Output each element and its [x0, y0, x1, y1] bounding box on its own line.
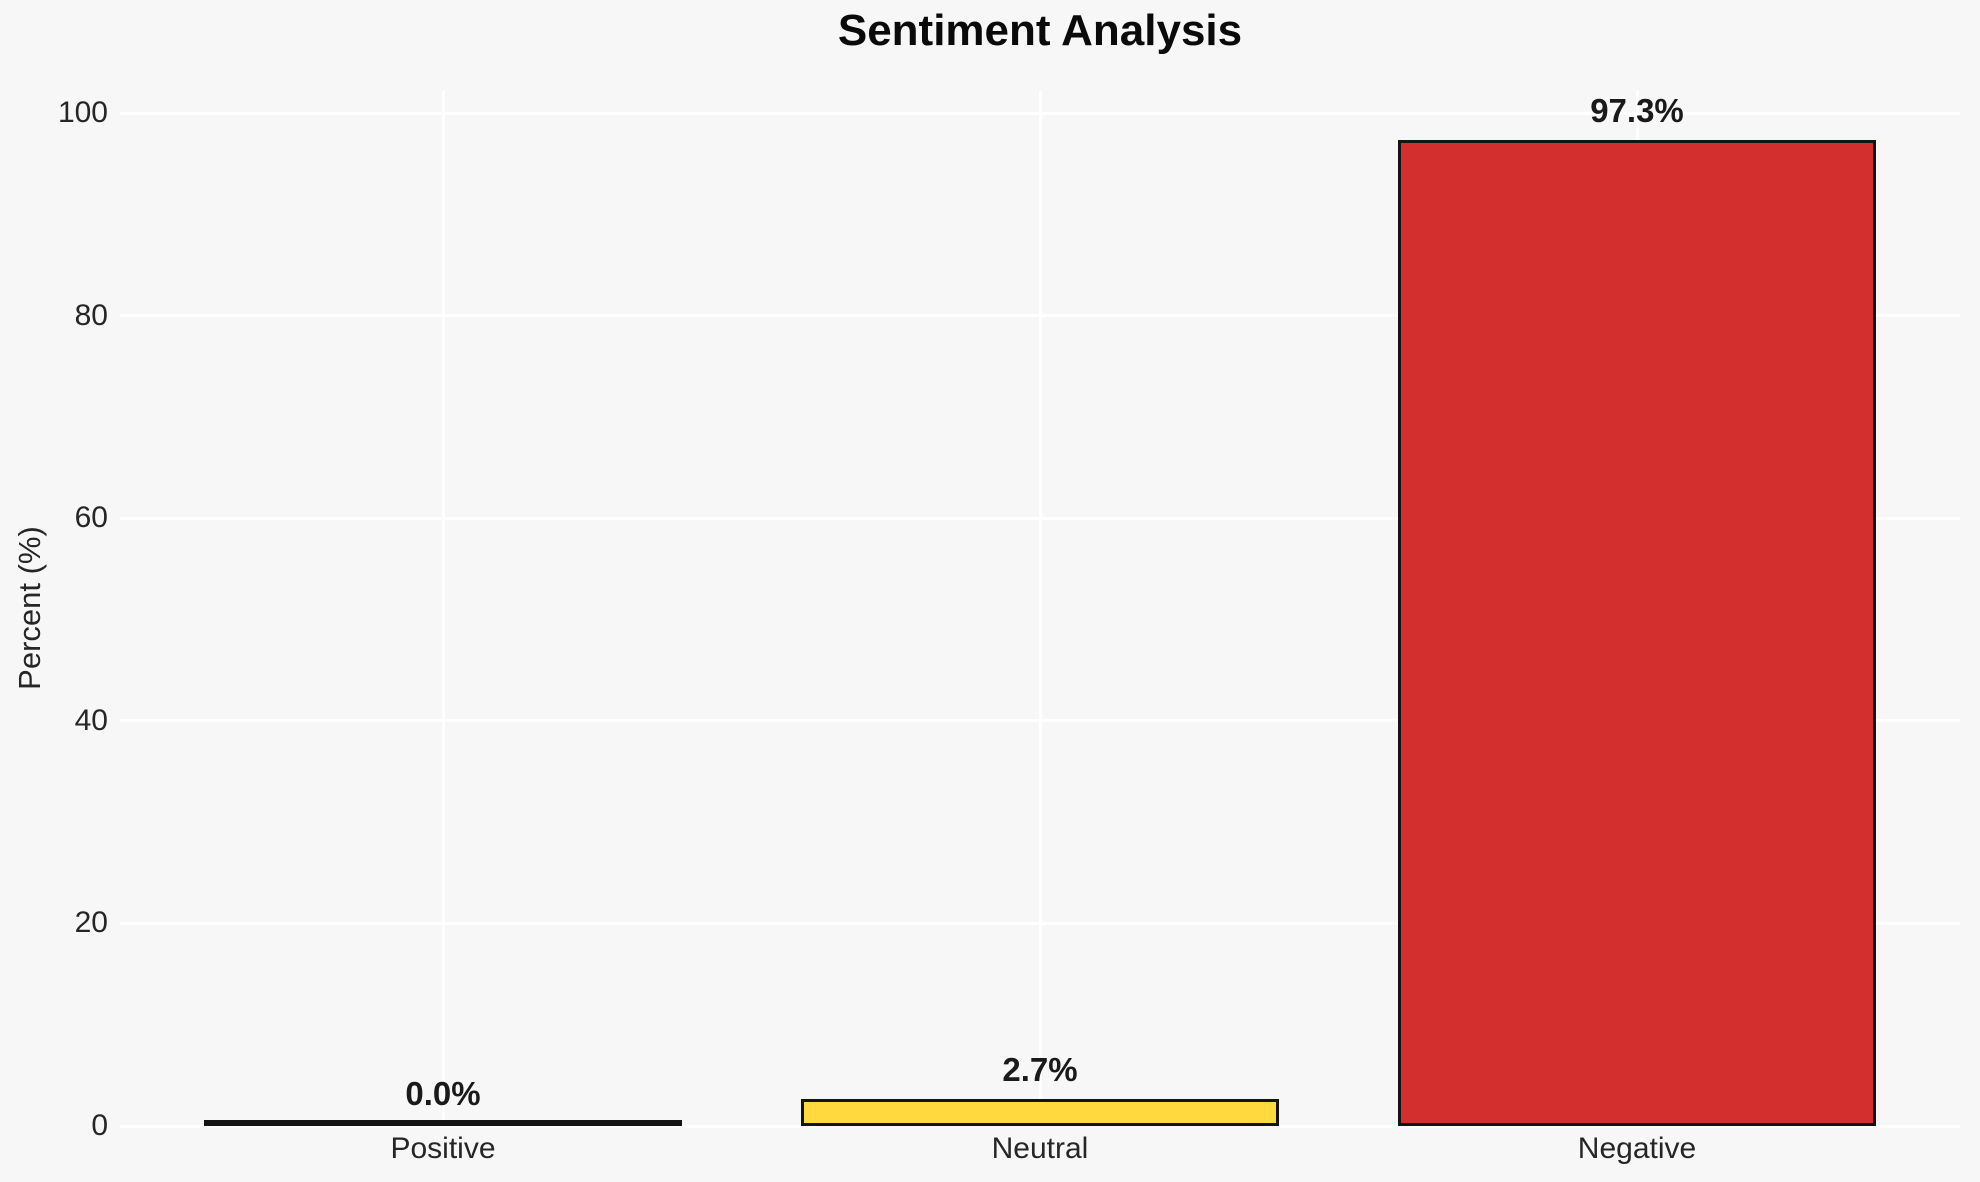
bar-negative — [1398, 140, 1876, 1126]
plot-area: 0.0% 2.7% 97.3% — [120, 91, 1960, 1128]
x-tick-label-negative: Negative — [1577, 1132, 1697, 1165]
chart-title: Sentiment Analysis — [837, 6, 1243, 55]
y-tick-label-60: 60 — [74, 501, 108, 535]
y-tick-label-40: 40 — [74, 703, 108, 737]
y-tick-label-100: 100 — [57, 96, 108, 129]
bar-neutral — [801, 1099, 1279, 1126]
value-label-neutral: 2.7% — [1002, 1051, 1078, 1088]
x-tick-label-positive: Positive — [390, 1132, 496, 1165]
x-tick-label-neutral: Neutral — [991, 1132, 1089, 1165]
bar-positive — [204, 1120, 682, 1126]
gridline-y-0 — [120, 1124, 1960, 1128]
y-axis-label: Percent (%) — [12, 526, 47, 690]
gridline-x-neutral — [1038, 91, 1042, 1126]
value-label-positive: 0.0% — [405, 1075, 481, 1112]
gridline-x-positive — [441, 91, 445, 1126]
y-tick-label-80: 80 — [74, 298, 108, 332]
y-tick-label-0: 0 — [91, 1109, 108, 1142]
y-tick-label-20: 20 — [74, 906, 108, 940]
value-label-negative: 97.3% — [1590, 92, 1684, 129]
